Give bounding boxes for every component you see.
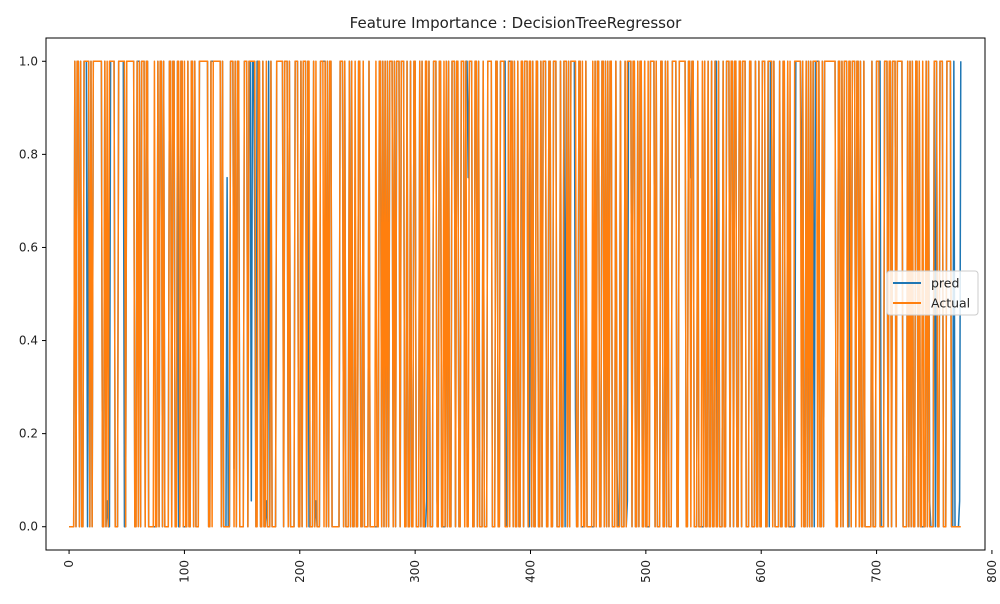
x-tick-label: 500 xyxy=(639,560,653,583)
y-tick-label: 0.4 xyxy=(19,334,38,348)
plot-area xyxy=(45,37,986,551)
x-tick-label: 200 xyxy=(293,560,307,583)
x-tick-label: 600 xyxy=(754,560,768,583)
y-tick-label: 0.0 xyxy=(19,520,38,534)
x-tick-label: 700 xyxy=(870,560,884,583)
y-tick-label: 0.6 xyxy=(19,240,38,254)
x-tick-label: 100 xyxy=(177,560,191,583)
y-axis: 0.0 0.2 0.4 0.6 0.8 1.0 xyxy=(19,54,46,534)
plot-frame xyxy=(45,37,986,551)
y-tick-label: 0.2 xyxy=(19,427,38,441)
chart-title: Feature Importance : DecisionTreeRegress… xyxy=(350,14,682,32)
x-tick-label: 300 xyxy=(408,560,422,583)
x-tick-label: 800 xyxy=(985,560,999,583)
y-tick-label: 1.0 xyxy=(19,54,38,68)
y-tick-label: 0.8 xyxy=(19,147,38,161)
x-tick-label: 0 xyxy=(62,560,76,568)
legend: pred Actual xyxy=(886,270,979,316)
x-axis: 0 100 200 300 400 500 600 700 800 xyxy=(62,550,999,583)
legend-label-pred: pred xyxy=(931,276,959,291)
series-line-actual xyxy=(69,60,961,528)
legend-label-actual: Actual xyxy=(931,296,970,311)
x-tick-label: 400 xyxy=(523,560,537,583)
